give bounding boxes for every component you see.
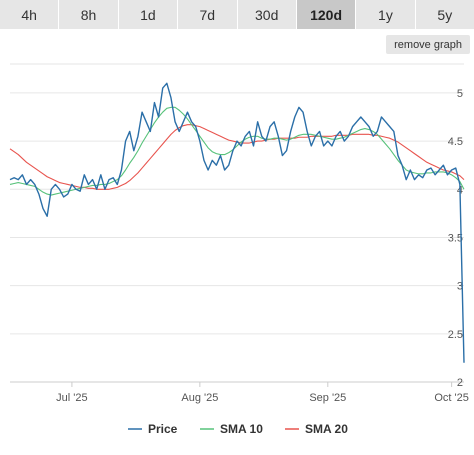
legend-label: Price — [148, 422, 178, 436]
tab-5y[interactable]: 5y — [415, 0, 474, 29]
legend-item-sma-20[interactable]: SMA 20 — [285, 422, 348, 436]
legend-item-sma-10[interactable]: SMA 10 — [200, 422, 263, 436]
legend-label: SMA 10 — [220, 422, 263, 436]
chart-legend: Price SMA 10 SMA 20 — [128, 422, 348, 436]
legend-label: SMA 20 — [305, 422, 348, 436]
x-tick-label: Oct '25 — [434, 392, 469, 404]
remove-graph-button[interactable]: remove graph — [386, 35, 470, 54]
x-tick-label: Sep '25 — [309, 392, 346, 404]
tab-7d[interactable]: 7d — [178, 0, 237, 29]
tab-1y[interactable]: 1y — [356, 0, 415, 29]
series-line-price — [9, 82, 465, 363]
legend-item-price[interactable]: Price — [128, 422, 178, 436]
tab-30d[interactable]: 30d — [237, 0, 296, 29]
y-tick-label: 2.5 — [448, 329, 463, 341]
x-tick-label: Aug '25 — [181, 392, 218, 404]
tab-8h[interactable]: 8h — [59, 0, 118, 29]
y-tick-label: 2 — [457, 377, 463, 389]
series-lines — [9, 82, 465, 363]
tab-120d[interactable]: 120d — [296, 0, 356, 29]
tab-1d[interactable]: 1d — [118, 0, 178, 29]
y-tick-label: 4.5 — [448, 136, 463, 148]
x-axis-ticks: Jul '25 Aug '25 Sep '25 Oct '25 — [56, 382, 469, 404]
y-tick-label: 5 — [457, 88, 463, 100]
tab-4h[interactable]: 4h — [0, 0, 59, 29]
range-tabs: 4h 8h 1d 7d 30d 120d 1y 5y — [0, 0, 474, 30]
y-tick-label: 3.5 — [448, 232, 463, 244]
x-tick-label: Jul '25 — [56, 392, 87, 404]
series-line-sma-10 — [9, 106, 465, 196]
chart-grid — [10, 63, 464, 383]
y-tick-label: 3 — [457, 281, 463, 293]
